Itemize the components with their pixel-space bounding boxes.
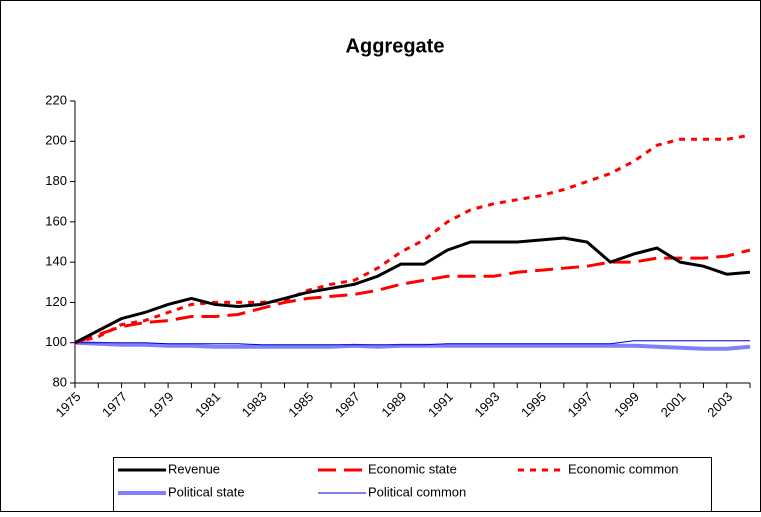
legend-label: Economic state [368, 461, 457, 476]
series-line [75, 340, 750, 346]
series-line [74, 340, 751, 351]
y-tick-label: 180 [45, 173, 67, 188]
y-tick-label: 160 [45, 213, 67, 228]
chart-title: Aggregate [346, 35, 445, 57]
series-line [74, 236, 751, 345]
y-tick-label: 200 [45, 133, 67, 148]
series-line [74, 133, 751, 345]
y-tick-label: 120 [45, 294, 67, 309]
y-tick-label: 100 [45, 334, 67, 349]
y-tick-label: 220 [45, 92, 67, 107]
legend-label: Political state [168, 484, 245, 499]
series-line [74, 248, 751, 345]
legend-label: Revenue [168, 461, 220, 476]
legend-box [113, 457, 712, 512]
y-tick-label: 140 [45, 254, 67, 269]
y-tick-label: 80 [53, 374, 67, 389]
legend-label: Political common [368, 484, 466, 499]
legend-label: Economic common [568, 461, 679, 476]
